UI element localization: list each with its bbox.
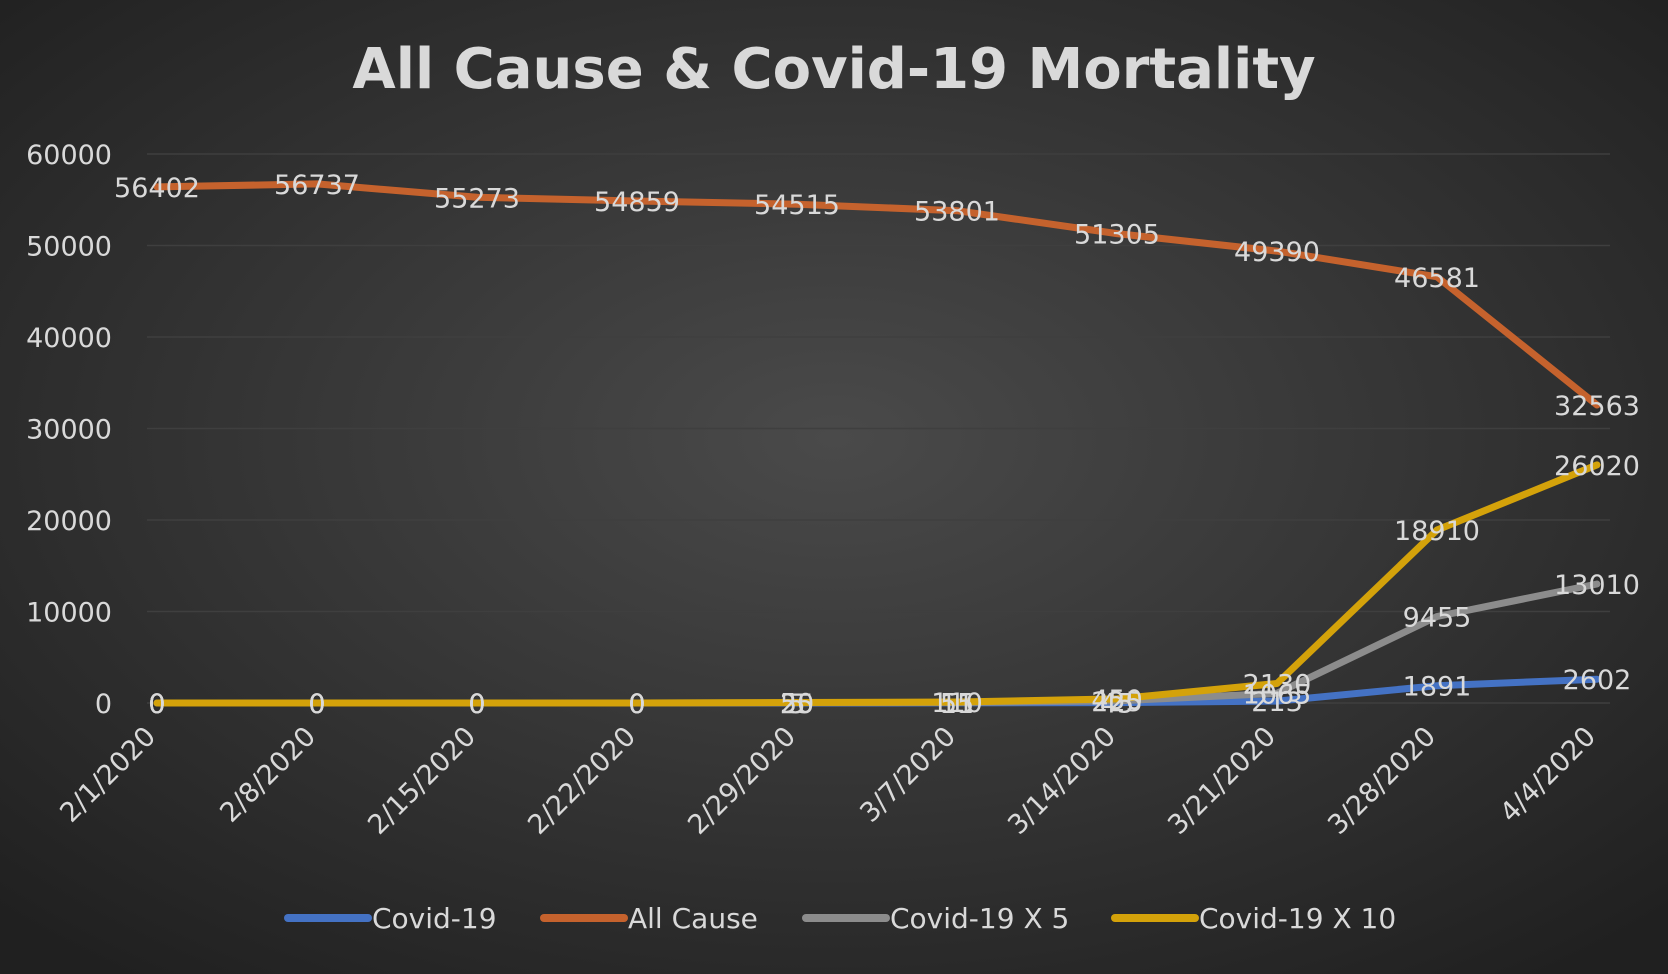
legend-label: Covid-19 X 10	[1199, 902, 1396, 935]
data-label: 54859	[594, 187, 680, 218]
data-label: 2602	[1563, 665, 1632, 696]
data-label: 0	[148, 689, 165, 720]
chart-title: All Cause & Covid-19 Mortality	[352, 37, 1315, 102]
data-label: 450	[1091, 685, 1143, 716]
data-label: 0	[628, 689, 645, 720]
gridlines	[147, 153, 1610, 704]
series-lines	[153, 180, 1601, 707]
y-tick-label: 0	[95, 689, 112, 720]
y-tick-label: 10000	[26, 598, 112, 629]
data-label: 2130	[1243, 670, 1312, 701]
data-label: 213	[1251, 687, 1303, 718]
data-label: 0	[308, 689, 325, 720]
data-label: 18910	[1394, 516, 1480, 547]
data-labels: 0 0 0 0 5 11 45 213 1891 2602 56402 56737 55273 54859…	[114, 170, 1640, 720]
data-label: 1065	[1243, 679, 1312, 710]
legend-label: Covid-19	[372, 902, 497, 935]
data-label: 55	[940, 688, 974, 719]
data-label: 110	[931, 688, 983, 719]
data-label: 25	[780, 689, 814, 720]
y-tick-label: 40000	[26, 323, 112, 354]
data-label: 49390	[1234, 237, 1320, 268]
data-label: 54515	[754, 190, 840, 221]
y-tick-label: 50000	[26, 232, 112, 263]
data-label: 51305	[1074, 220, 1160, 251]
data-label: 0	[308, 689, 325, 720]
data-label: 0	[468, 689, 485, 720]
data-label: 50	[780, 689, 814, 720]
y-tick-label: 60000	[26, 140, 112, 171]
legend: Covid-19 All Cause Covid-19 X 5 Covid-19 X …	[284, 902, 1396, 935]
data-label: 0	[468, 689, 485, 720]
data-label: 0	[308, 689, 325, 720]
data-label: 0	[628, 689, 645, 720]
y-axis-ticks: 0 10000 20000 30000 40000 50000 60000	[26, 140, 112, 720]
data-label: 0	[148, 689, 165, 720]
data-label: 55273	[434, 183, 520, 214]
data-label: 45	[1100, 689, 1134, 720]
data-label: 56737	[274, 170, 360, 201]
data-label: 32563	[1554, 391, 1640, 422]
data-label: 46581	[1394, 263, 1480, 294]
y-tick-label: 20000	[26, 506, 112, 537]
data-label: 0	[468, 689, 485, 720]
y-tick-label: 30000	[26, 415, 112, 446]
data-label: 0	[628, 689, 645, 720]
data-label: 26020	[1554, 451, 1640, 482]
data-label: 11	[940, 689, 974, 720]
series-line-all-cause	[153, 180, 1601, 409]
legend-label: All Cause	[628, 902, 758, 935]
series-line-covid-19-x-10	[153, 461, 1601, 707]
data-label: 56402	[114, 173, 200, 204]
data-label: 225	[1091, 687, 1143, 718]
data-label: 13010	[1554, 570, 1640, 601]
data-label: 9455	[1403, 602, 1472, 633]
data-label: 53801	[914, 197, 1000, 228]
data-label: 0	[148, 689, 165, 720]
data-label: 5	[788, 689, 805, 720]
legend-label: Covid-19 X 5	[890, 902, 1069, 935]
data-label: 1891	[1403, 672, 1472, 703]
